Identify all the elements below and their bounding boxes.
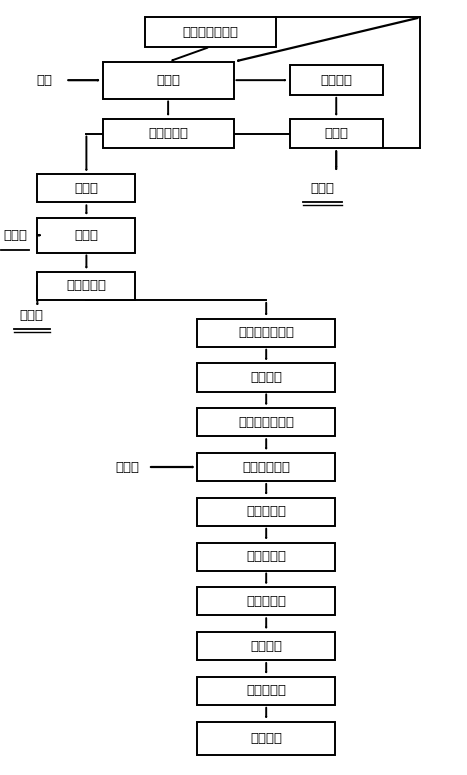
Text: 过滤和洗涤: 过滤和洗涤 [66,280,106,292]
Text: 低含量含铼滤液: 低含量含铼滤液 [238,326,294,339]
Text: 洗涤和烘干: 洗涤和烘干 [246,684,286,698]
Bar [198,408,335,436]
Bar [198,632,335,660]
Text: 高纯铼粉: 高纯铼粉 [250,732,282,745]
Bar [198,722,335,755]
Bar [103,62,234,98]
Text: 烟气吸收: 烟气吸收 [320,74,352,87]
Text: 过滤和洗涤: 过滤和洗涤 [148,127,188,140]
Bar [37,272,135,300]
Bar [37,174,135,202]
Bar [198,498,335,525]
Text: 氯化钾: 氯化钾 [115,460,139,474]
Bar [103,119,234,148]
Bar [290,119,383,148]
Text: 铼酸钾烘干: 铼酸钾烘干 [246,594,286,608]
Bar [37,218,135,253]
Text: 浸出液: 浸出液 [74,182,99,195]
Text: 浸　出: 浸 出 [156,74,180,87]
Text: 含铼高砷铜硫化: 含铼高砷铜硫化 [182,26,238,39]
Text: 加热浓缩沉淀: 加热浓缩沉淀 [242,460,290,474]
Text: 中　和: 中 和 [74,229,99,242]
Bar [198,453,335,481]
Text: 稀硝酸: 稀硝酸 [324,127,348,140]
Bar [198,542,335,570]
Bar [290,65,383,95]
Bar [198,363,335,391]
Bar [198,319,335,346]
Text: 冷冻和结晶: 冷冻和结晶 [246,505,286,518]
Text: 离子交换: 离子交换 [250,371,282,384]
Text: 中和渣: 中和渣 [20,309,44,322]
Text: 过滤和洗涤: 过滤和洗涤 [246,550,286,563]
Text: 纯净铼酸铵溶液: 纯净铼酸铵溶液 [238,415,294,429]
Bar [145,17,276,46]
Text: 含钙物: 含钙物 [3,229,27,242]
Bar [198,677,335,704]
Text: 浸出渣: 浸出渣 [310,182,334,195]
Text: 氢气还原: 氢气还原 [250,639,282,653]
Bar [198,587,335,615]
Text: 硝酸: 硝酸 [36,74,52,87]
